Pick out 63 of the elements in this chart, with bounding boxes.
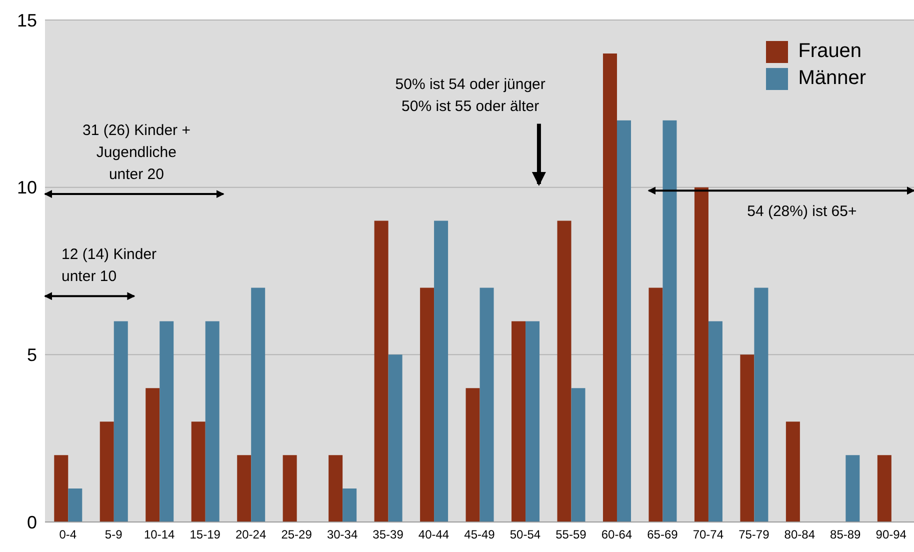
annotation: 31 (26) Kinder + Jugendliche unter 20 <box>82 121 190 186</box>
x-tick-label: 40-44 <box>418 528 450 542</box>
bar <box>374 220 388 522</box>
bar <box>740 354 754 522</box>
bar <box>694 187 708 522</box>
x-tick-label: 50-54 <box>510 528 541 542</box>
x-tick-label: 30-34 <box>326 528 358 542</box>
bar <box>648 288 663 522</box>
x-tick-label: 35-39 <box>372 528 404 542</box>
bar <box>191 422 206 522</box>
x-tick-label: 10-14 <box>144 528 176 542</box>
x-tick-label: 15-19 <box>190 528 221 542</box>
bar <box>480 288 494 522</box>
bar <box>146 388 160 522</box>
bar <box>342 488 357 522</box>
bar <box>602 53 617 522</box>
x-tick-label: 80-84 <box>784 528 816 542</box>
y-tick-label: 15 <box>16 10 37 30</box>
bar <box>571 388 586 522</box>
bar <box>54 455 68 522</box>
x-tick-label: 90-94 <box>876 528 907 542</box>
x-tick-label: 20-24 <box>235 528 266 542</box>
bar <box>662 120 677 522</box>
y-tick-label: 0 <box>26 512 37 532</box>
x-tick-label: 0-4 <box>59 528 77 542</box>
bar <box>160 321 174 522</box>
x-tick-label: 85-89 <box>830 528 862 542</box>
y-tick-label: 5 <box>26 345 37 366</box>
bar <box>846 455 860 522</box>
legend-label: Männer <box>798 66 866 91</box>
bar <box>251 288 266 522</box>
bar <box>100 422 114 522</box>
x-tick-label: 65-69 <box>647 528 678 542</box>
x-tick-label: 45-49 <box>464 528 496 542</box>
x-tick-label: 70-74 <box>692 528 724 542</box>
bar <box>557 220 572 522</box>
x-tick-label: 5-9 <box>104 528 123 542</box>
bar <box>282 455 297 522</box>
x-tick-label: 55-59 <box>556 528 587 542</box>
bar <box>328 455 343 522</box>
annotation: 50% ist 54 oder jünger 50% ist 55 oder älter <box>395 74 546 117</box>
bar <box>237 455 252 522</box>
bar <box>708 321 722 522</box>
bar <box>68 488 82 522</box>
bar <box>466 388 480 522</box>
y-tick-label: 10 <box>16 178 37 198</box>
x-tick-label: 60-64 <box>601 528 632 542</box>
bar <box>420 288 434 522</box>
bar <box>616 120 631 522</box>
x-tick-label: 25-29 <box>281 528 312 542</box>
legend-label: Frauen <box>798 39 862 64</box>
bar <box>205 321 220 522</box>
annotation: 54 (28%) ist 65+ <box>747 202 857 222</box>
annotation: 12 (14) Kinder unter 10 <box>62 245 157 288</box>
bar <box>786 422 800 522</box>
bar <box>388 354 402 522</box>
bar <box>754 288 768 522</box>
bar <box>114 321 128 522</box>
bar <box>434 220 448 522</box>
bar <box>526 321 540 522</box>
x-tick-label: 75-79 <box>738 528 770 542</box>
bar <box>877 455 892 522</box>
bar <box>512 321 526 522</box>
